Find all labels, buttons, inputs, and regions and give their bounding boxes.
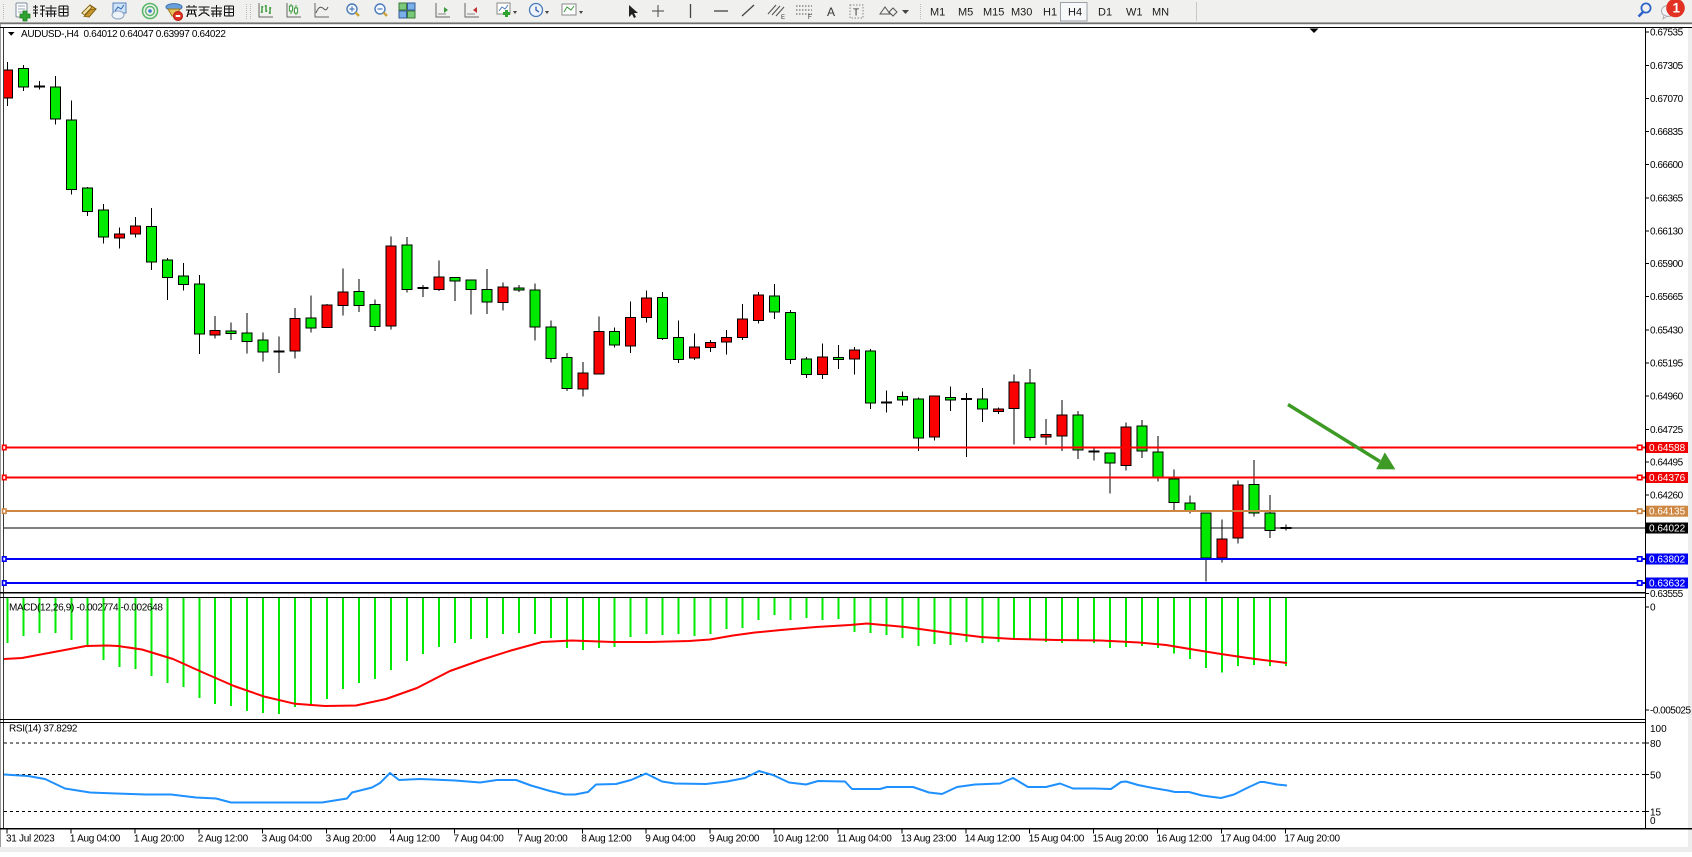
svg-text:D1: D1 bbox=[1098, 7, 1112, 19]
svg-text:M15: M15 bbox=[983, 7, 1004, 19]
svg-text:4 Aug 12:00: 4 Aug 12:00 bbox=[390, 834, 441, 845]
svg-text:0.66365: 0.66365 bbox=[1650, 193, 1684, 204]
svg-text:0: 0 bbox=[1650, 816, 1656, 827]
svg-text:9 Aug 04:00: 9 Aug 04:00 bbox=[645, 834, 696, 845]
svg-text:17 Aug 20:00: 17 Aug 20:00 bbox=[1284, 834, 1340, 845]
svg-text:0.64725: 0.64725 bbox=[1650, 425, 1684, 436]
svg-text:F: F bbox=[808, 15, 812, 21]
svg-text:0.63632: 0.63632 bbox=[1649, 579, 1686, 590]
svg-text:50: 50 bbox=[1650, 771, 1662, 782]
svg-text:H1: H1 bbox=[1043, 7, 1057, 19]
svg-text:9 Aug 20:00: 9 Aug 20:00 bbox=[709, 834, 760, 845]
svg-text:0.66835: 0.66835 bbox=[1650, 127, 1684, 138]
svg-text:16 Aug 12:00: 16 Aug 12:00 bbox=[1157, 834, 1213, 845]
svg-text:1 Aug 04:00: 1 Aug 04:00 bbox=[70, 834, 121, 845]
svg-text:15 Aug 20:00: 15 Aug 20:00 bbox=[1093, 834, 1149, 845]
svg-text:1: 1 bbox=[1673, 1, 1681, 16]
svg-text:0.65195: 0.65195 bbox=[1650, 359, 1684, 370]
svg-text:0: 0 bbox=[1650, 603, 1656, 614]
svg-text:T: T bbox=[853, 8, 859, 19]
svg-text:7 Aug 04:00: 7 Aug 04:00 bbox=[453, 834, 504, 845]
svg-text:15 Aug 04:00: 15 Aug 04:00 bbox=[1029, 834, 1085, 845]
svg-text:M5: M5 bbox=[958, 7, 973, 19]
svg-text:0.65900: 0.65900 bbox=[1650, 259, 1684, 270]
svg-text:E: E bbox=[781, 15, 785, 21]
svg-text:1 Aug 20:00: 1 Aug 20:00 bbox=[134, 834, 185, 845]
svg-text:0.64588: 0.64588 bbox=[1649, 443, 1686, 454]
svg-text:80: 80 bbox=[1650, 739, 1662, 750]
svg-text:-0.005025: -0.005025 bbox=[1650, 706, 1691, 717]
svg-text:0.63802: 0.63802 bbox=[1649, 555, 1686, 566]
svg-text:0.64376: 0.64376 bbox=[1649, 473, 1686, 484]
svg-text:0.67070: 0.67070 bbox=[1650, 94, 1684, 105]
svg-text:W1: W1 bbox=[1126, 7, 1143, 19]
svg-text:0.66600: 0.66600 bbox=[1650, 160, 1684, 171]
svg-text:0.63555: 0.63555 bbox=[1650, 589, 1684, 600]
svg-text:0.66130: 0.66130 bbox=[1650, 227, 1684, 238]
svg-text:H4: H4 bbox=[1068, 7, 1082, 19]
svg-text:MACD(12,26,9) -0.002774 -0.002: MACD(12,26,9) -0.002774 -0.002648 bbox=[9, 603, 163, 614]
svg-text:0.64135: 0.64135 bbox=[1649, 507, 1686, 518]
svg-text:0.64022: 0.64022 bbox=[1649, 524, 1686, 535]
svg-text:7 Aug 20:00: 7 Aug 20:00 bbox=[517, 834, 568, 845]
svg-text:0.67535: 0.67535 bbox=[1650, 28, 1684, 39]
svg-text:17 Aug 04:00: 17 Aug 04:00 bbox=[1220, 834, 1276, 845]
svg-text:10 Aug 12:00: 10 Aug 12:00 bbox=[773, 834, 829, 845]
svg-text:AUDUSD-,H4 0.64012 0.64047 0.: AUDUSD-,H4 0.64012 0.64047 0.63997 0.640… bbox=[21, 29, 226, 40]
svg-text:A: A bbox=[827, 5, 835, 19]
svg-text:0.65665: 0.65665 bbox=[1650, 292, 1684, 303]
svg-text:15: 15 bbox=[1650, 808, 1662, 819]
svg-text:0.64260: 0.64260 bbox=[1650, 490, 1684, 501]
svg-text:8 Aug 12:00: 8 Aug 12:00 bbox=[581, 834, 632, 845]
svg-text:11 Aug 04:00: 11 Aug 04:00 bbox=[837, 834, 892, 845]
svg-text:31 Jul 2023: 31 Jul 2023 bbox=[6, 834, 55, 845]
svg-text:0.64960: 0.64960 bbox=[1650, 392, 1684, 403]
svg-text:100: 100 bbox=[1650, 724, 1667, 735]
svg-text:M30: M30 bbox=[1011, 7, 1032, 19]
svg-text:RSI(14) 37.8292: RSI(14) 37.8292 bbox=[9, 724, 78, 735]
svg-text:2 Aug 12:00: 2 Aug 12:00 bbox=[198, 834, 249, 845]
svg-text:13 Aug 23:00: 13 Aug 23:00 bbox=[901, 834, 957, 845]
svg-text:M1: M1 bbox=[930, 7, 945, 19]
svg-text:0.65430: 0.65430 bbox=[1650, 325, 1684, 336]
svg-text:3 Aug 20:00: 3 Aug 20:00 bbox=[326, 834, 377, 845]
svg-text:3 Aug 04:00: 3 Aug 04:00 bbox=[262, 834, 313, 845]
svg-text:14 Aug 12:00: 14 Aug 12:00 bbox=[965, 834, 1021, 845]
svg-text:MN: MN bbox=[1152, 7, 1169, 19]
svg-text:0.64495: 0.64495 bbox=[1650, 457, 1684, 468]
svg-text:0.67305: 0.67305 bbox=[1650, 61, 1684, 72]
